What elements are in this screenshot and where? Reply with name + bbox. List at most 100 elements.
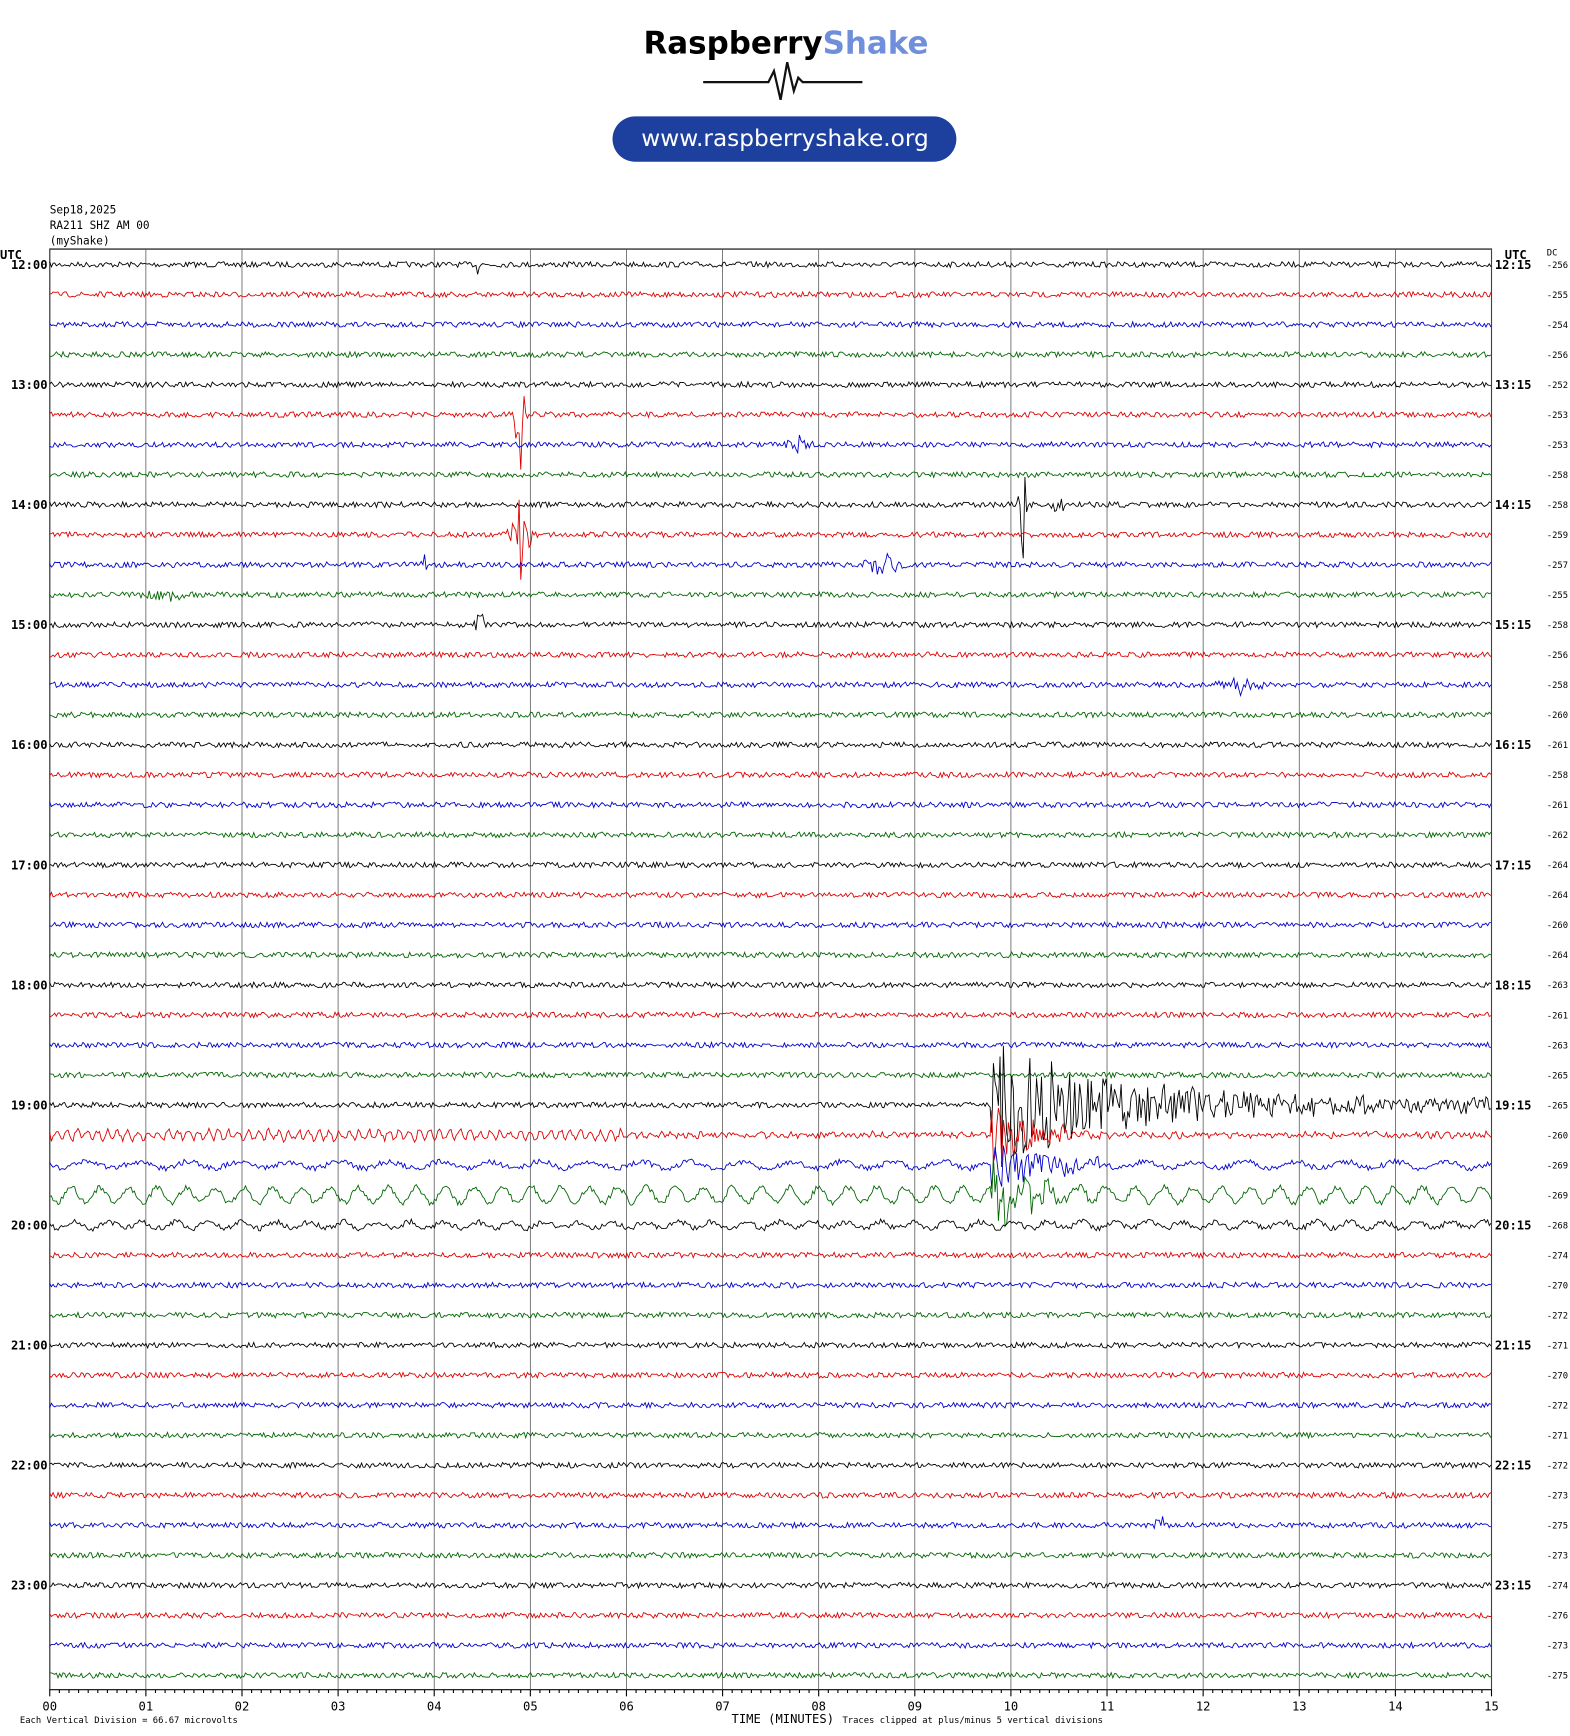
x-tick-label: 08 xyxy=(811,1700,826,1714)
trace xyxy=(49,1341,1492,1350)
trace xyxy=(49,1641,1492,1650)
trace xyxy=(49,676,1492,698)
dc-value: -273 xyxy=(1547,1642,1568,1652)
trace xyxy=(49,380,1491,389)
dc-title: DC xyxy=(1547,249,1558,259)
dc-value: -264 xyxy=(1547,891,1568,901)
dc-value: -258 xyxy=(1547,771,1568,781)
trace xyxy=(49,1145,1492,1190)
left-title: UTC xyxy=(0,248,22,262)
trace xyxy=(49,1311,1492,1320)
utc-label: 16:00 xyxy=(11,738,48,752)
dc-value: -258 xyxy=(1547,681,1568,691)
trace xyxy=(49,552,1492,575)
utc-label-right: 16:15 xyxy=(1495,738,1532,752)
url-pill[interactable] xyxy=(612,116,957,162)
utc-label: 19:00 xyxy=(11,1098,48,1112)
dc-value: -258 xyxy=(1547,501,1568,511)
logo-wave xyxy=(703,61,863,101)
trace xyxy=(49,613,1492,631)
trace xyxy=(49,1155,1492,1228)
x-tick-label: 01 xyxy=(139,1700,154,1714)
dc-value: -253 xyxy=(1547,441,1568,451)
utc-label: 20:00 xyxy=(11,1218,48,1232)
utc-label-right: 14:15 xyxy=(1495,498,1532,512)
dc-value: -272 xyxy=(1547,1311,1568,1321)
scale-note: Each Vertical Division = 66.67 microvolt… xyxy=(20,1716,238,1726)
utc-label-right: 13:15 xyxy=(1495,378,1532,392)
trace xyxy=(49,770,1492,779)
dc-value: -270 xyxy=(1547,1281,1568,1291)
trace xyxy=(49,1045,1492,1167)
trace xyxy=(49,1251,1492,1260)
dc-value: -255 xyxy=(1547,291,1568,301)
utc-label: 22:00 xyxy=(11,1459,48,1473)
utc-label-right: 15:15 xyxy=(1495,618,1532,632)
x-tick-label: 07 xyxy=(715,1700,730,1714)
trace xyxy=(49,1040,1492,1050)
trace xyxy=(49,290,1492,299)
trace xyxy=(49,1371,1492,1380)
date: Sep18,2025 xyxy=(50,204,117,217)
dc-value: -260 xyxy=(1547,921,1568,931)
trace xyxy=(49,950,1492,960)
dc-value: -262 xyxy=(1547,831,1568,841)
dc-value: -260 xyxy=(1547,1131,1568,1141)
trace xyxy=(49,1107,1492,1162)
utc-label-right: 18:15 xyxy=(1495,978,1532,992)
dc-value: -269 xyxy=(1547,1191,1568,1201)
dc-value: -274 xyxy=(1547,1582,1568,1592)
trace xyxy=(49,740,1492,749)
dc-value: -258 xyxy=(1547,471,1568,481)
dc-value: -271 xyxy=(1547,1341,1568,1351)
x-tick-label: 03 xyxy=(331,1700,346,1714)
dc-value: -257 xyxy=(1547,561,1568,571)
trace xyxy=(49,1551,1492,1560)
dc-value: -265 xyxy=(1547,1101,1568,1111)
x-tick-label: 12 xyxy=(1196,1700,1211,1714)
trace xyxy=(49,800,1492,809)
brand-accent: Shake xyxy=(823,25,929,61)
utc-label: 15:00 xyxy=(11,618,48,632)
dc-value: -268 xyxy=(1547,1221,1568,1231)
url[interactable]: www.raspberryshake.org xyxy=(641,125,928,152)
dc-value: -261 xyxy=(1547,741,1568,751)
clip-note: Traces clipped at plus/minus 5 vertical … xyxy=(842,1716,1102,1726)
utc-label-right: 20:15 xyxy=(1495,1218,1532,1232)
trace xyxy=(49,1516,1491,1530)
utc-label-right: 12:15 xyxy=(1495,258,1532,272)
x-tick-label: 13 xyxy=(1292,1700,1307,1714)
dc-value: -274 xyxy=(1547,1251,1568,1261)
x-tick-label: 09 xyxy=(907,1700,922,1714)
dc-value: -261 xyxy=(1547,1011,1568,1021)
dc-value: -264 xyxy=(1547,951,1568,961)
trace xyxy=(49,710,1492,719)
dc-value: -253 xyxy=(1547,411,1568,421)
dc-value: -271 xyxy=(1547,1432,1568,1442)
dc-value: -256 xyxy=(1547,261,1568,271)
x-tick-label: 04 xyxy=(427,1700,442,1714)
utc-label: 17:00 xyxy=(11,858,48,872)
trace xyxy=(49,920,1492,930)
utc-label-right: 22:15 xyxy=(1495,1459,1532,1473)
trace xyxy=(49,1461,1492,1470)
trace xyxy=(49,1611,1491,1620)
trace xyxy=(49,499,1492,580)
x-tick-label: 14 xyxy=(1388,1700,1403,1714)
trace xyxy=(49,650,1492,659)
dc-value: -254 xyxy=(1547,321,1568,331)
trace xyxy=(49,1431,1492,1440)
utc-label-right: 23:15 xyxy=(1495,1579,1532,1593)
source: (myShake) xyxy=(50,235,110,248)
station: RA211 SHZ AM 00 xyxy=(50,219,150,232)
dc-value: -259 xyxy=(1547,531,1568,541)
dc-value: -273 xyxy=(1547,1552,1568,1562)
trace xyxy=(49,1071,1492,1080)
dc-value: -275 xyxy=(1547,1672,1568,1682)
x-tick-label: 02 xyxy=(235,1700,250,1714)
utc-label-right: 19:15 xyxy=(1495,1098,1532,1112)
trace xyxy=(49,860,1492,869)
dc-value: -252 xyxy=(1547,381,1568,391)
